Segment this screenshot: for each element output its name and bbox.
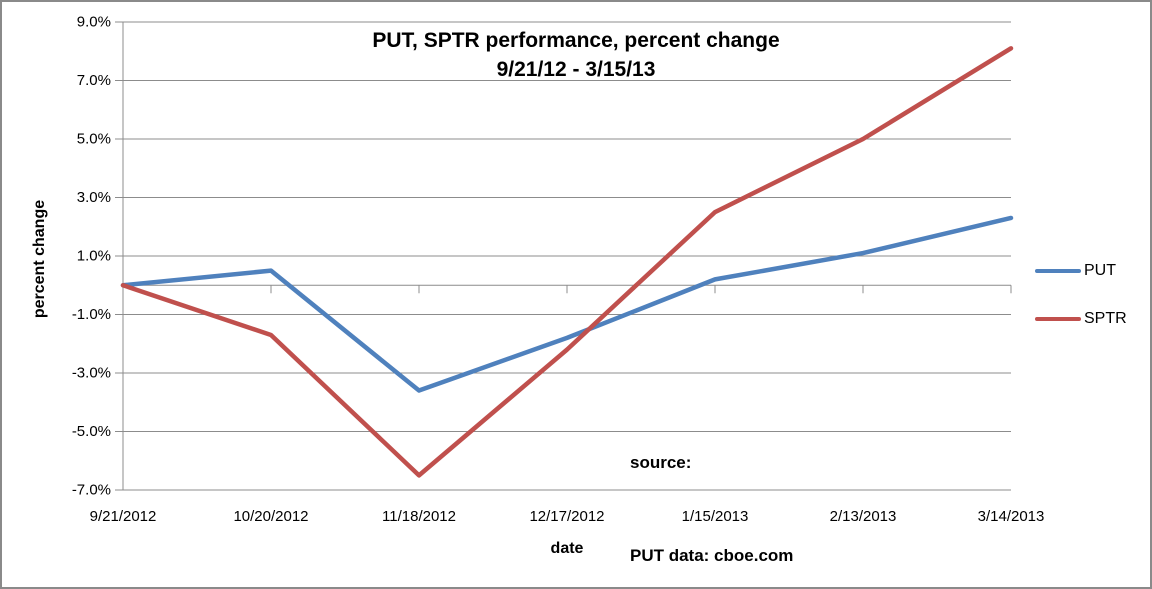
legend-label-sptr: SPTR [1084,310,1127,327]
x-tick-label: 10/20/2012 [233,508,308,525]
x-axis-title: date [550,540,584,557]
y-tick-label: 9.0% [77,14,111,31]
chart-title: PUT, SPTR performance, percent change 9/… [2,26,1150,84]
y-tick-label: 7.0% [77,72,111,89]
chart-title-line1: PUT, SPTR performance, percent change [372,29,780,52]
x-tick-label: 3/14/2013 [978,508,1045,525]
x-tick-label: 2/13/2013 [830,508,897,525]
put-line-swatch-icon [1035,269,1081,273]
legend-item-sptr: SPTR [1035,295,1127,343]
y-tick-label: -3.0% [72,365,111,382]
y-tick-label: 3.0% [77,189,111,206]
source-annotation-line: PUT data: cboe.com [630,546,794,565]
legend-label-put: PUT [1084,262,1116,279]
source-annotation: source: PUT data: cboe.com SPTR data: fi… [630,385,884,587]
y-tick-label: -5.0% [72,423,111,440]
source-annotation-line: source: [630,453,692,472]
x-tick-label: 1/15/2013 [682,508,749,525]
x-tick-label: 9/21/2012 [90,508,157,525]
x-tick-label: 11/18/2012 [382,508,456,525]
x-tick-label: 12/17/2012 [529,508,604,525]
chart-title-line2: 9/21/12 - 3/15/13 [496,58,656,81]
y-tick-label: -7.0% [72,482,111,499]
y-axis-title: percent change [31,199,48,319]
sptr-series-line [120,46,1014,478]
legend-item-put: PUT [1035,247,1127,295]
y-tick-label: -1.0% [72,306,111,323]
y-tick-label: 1.0% [77,248,111,265]
sptr-line-swatch-icon [1035,317,1081,321]
legend: PUT SPTR [1035,247,1127,343]
y-tick-label: 5.0% [77,131,111,148]
put-series-line [120,215,1014,393]
